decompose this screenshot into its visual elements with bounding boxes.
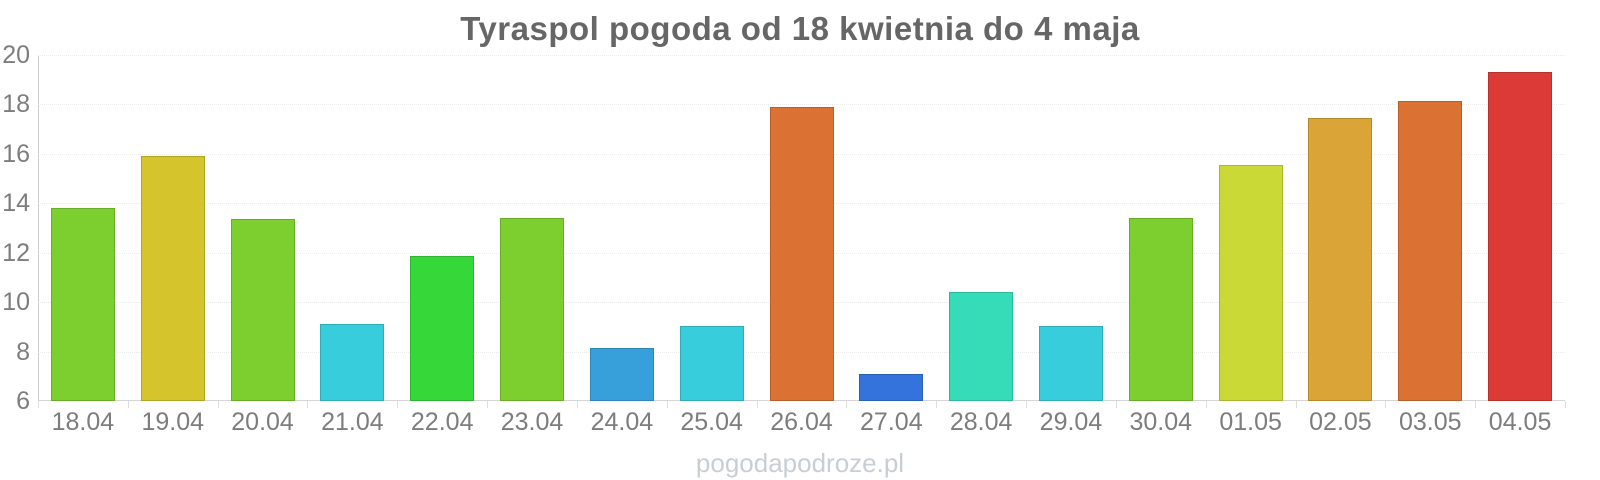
x-axis-label: 28.04 (949, 408, 1013, 436)
x-axis-label: 25.04 (680, 408, 743, 436)
x-axis-tick (1026, 401, 1028, 408)
x-axis-tick (217, 401, 219, 408)
y-axis-label: 6 (16, 387, 30, 415)
x-axis-label: 26.04 (770, 408, 833, 436)
y-axis-label: 10 (2, 288, 30, 317)
plot-area (38, 55, 1566, 408)
x-axis-label: 03.05 (1398, 408, 1462, 436)
x-axis-tick (936, 401, 938, 408)
bar-22.04[interactable] (410, 256, 475, 401)
y-axis-label: 20 (2, 41, 30, 69)
x-axis-tick (307, 401, 309, 408)
bar-04.05[interactable] (1488, 72, 1553, 401)
x-axis-tick (576, 401, 578, 408)
bar-18.04[interactable] (50, 208, 115, 401)
y-axis-label: 14 (2, 189, 30, 218)
y-axis-line (38, 55, 39, 401)
bar-27.04[interactable] (859, 373, 924, 401)
x-axis-label: 21.04 (321, 408, 384, 436)
x-axis-label: 22.04 (410, 408, 474, 436)
chart-title: Tyraspol pogoda od 18 kwietnia do 4 maja (460, 10, 1140, 47)
x-axis-tick (666, 401, 668, 408)
y-axis-label: 16 (2, 139, 30, 168)
x-axis-label: 02.05 (1309, 408, 1372, 436)
x-axis-label: 30.04 (1129, 408, 1193, 436)
x-axis-tick (1385, 401, 1387, 408)
watermark: pogodapodroze.pl (695, 448, 905, 478)
bar-21.04[interactable] (320, 324, 385, 401)
x-axis-tick (1565, 401, 1566, 408)
x-axis-label: 29.04 (1039, 408, 1103, 436)
x-axis-tick (1475, 401, 1477, 408)
bar-03.05[interactable] (1398, 100, 1463, 401)
x-axis-tick (38, 401, 39, 408)
bar-28.04[interactable] (949, 292, 1014, 401)
bar-25.04[interactable] (679, 325, 744, 401)
x-axis-tick (1295, 401, 1297, 408)
bar-02.05[interactable] (1308, 118, 1373, 401)
bar-29.04[interactable] (1038, 325, 1103, 401)
bar-20.04[interactable] (230, 219, 295, 401)
x-axis-label: 19.04 (141, 408, 204, 436)
x-axis-tick (397, 401, 399, 408)
bar-01.05[interactable] (1218, 164, 1283, 401)
bar-19.04[interactable] (140, 156, 205, 401)
x-axis-tick (487, 401, 489, 408)
y-axis-label: 8 (16, 337, 30, 366)
bar-23.04[interactable] (500, 218, 565, 401)
gridline (38, 104, 1565, 106)
bar-26.04[interactable] (769, 106, 834, 401)
x-axis-label: 23.04 (500, 408, 564, 436)
x-axis-tick (756, 401, 758, 408)
x-axis-tick (127, 401, 129, 408)
x-axis-label: 18.04 (51, 408, 115, 436)
y-axis-label: 18 (2, 90, 30, 119)
x-axis-label: 20.04 (231, 408, 294, 436)
x-axis-tick (1115, 401, 1117, 408)
x-axis-label: 04.05 (1488, 408, 1552, 436)
bar-30.04[interactable] (1128, 218, 1193, 401)
bar-24.04[interactable] (589, 347, 654, 401)
x-axis-label: 24.04 (590, 408, 654, 436)
gridline (38, 55, 1565, 56)
x-axis-tick (846, 401, 848, 408)
x-axis-tick (1205, 401, 1207, 408)
y-axis-label: 12 (2, 238, 30, 267)
x-axis-label: 27.04 (860, 408, 923, 436)
x-axis-label: 01.05 (1219, 408, 1282, 436)
